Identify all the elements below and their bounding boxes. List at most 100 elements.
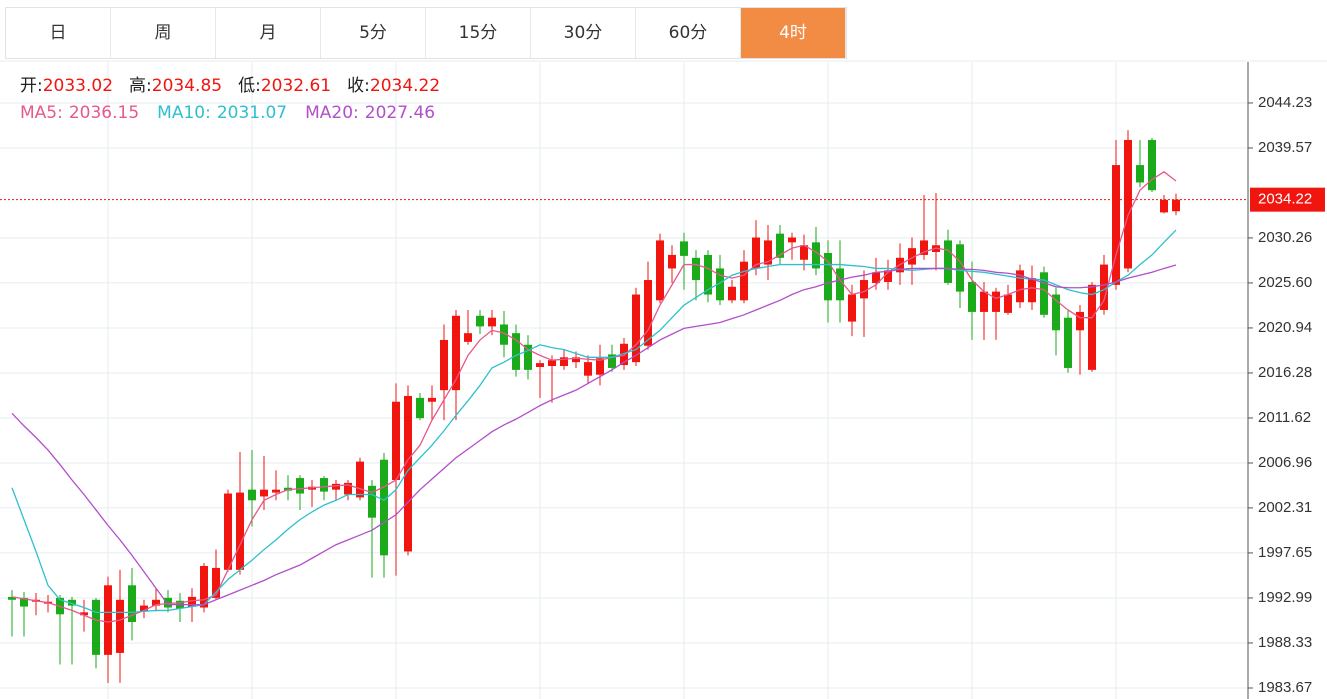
candle-body	[560, 357, 568, 367]
candle-body	[68, 599, 76, 606]
candle-body	[704, 254, 712, 295]
period-tab[interactable]: 5分	[321, 8, 426, 58]
candle-body	[548, 360, 556, 367]
period-tab[interactable]: 60分	[636, 8, 741, 58]
candle-body	[740, 261, 748, 301]
legend-value: 2027.46	[364, 103, 436, 123]
candle-body	[884, 270, 892, 282]
candle-body	[332, 483, 340, 490]
legend-value: 2031.07	[216, 103, 288, 123]
candle-body	[104, 585, 112, 655]
ma-line	[11, 171, 1177, 623]
candle-body	[1028, 278, 1036, 303]
candle-body	[152, 599, 160, 606]
candle-body	[692, 257, 700, 281]
period-tab[interactable]: 4时	[741, 8, 846, 58]
quote-header: 开:2033.02 高:2034.85 低:2032.61 收:2034.22 MA5…	[20, 73, 456, 127]
candle-body	[1172, 199, 1180, 212]
candle-body	[428, 397, 436, 402]
candle-body	[272, 489, 280, 493]
candle-body	[488, 317, 496, 327]
y-tick-label: 1992.99	[1258, 589, 1312, 606]
candle-body	[164, 597, 172, 608]
y-tick-label: 1988.33	[1258, 634, 1312, 651]
candle-body	[1148, 139, 1156, 191]
y-tick-label: 2016.28	[1258, 364, 1312, 381]
period-tab[interactable]: 月	[216, 8, 321, 58]
y-tick-label: 2020.94	[1258, 319, 1312, 336]
period-tab[interactable]: 30分	[531, 8, 636, 58]
candle-body	[872, 272, 880, 283]
candle-body	[440, 339, 448, 391]
candle-body	[20, 597, 28, 607]
close-value: 2034.22	[369, 76, 441, 96]
open-value: 2033.02	[42, 76, 114, 96]
candle-body	[1088, 284, 1096, 370]
candle-body	[1112, 165, 1120, 285]
candle-body	[1160, 199, 1168, 213]
period-tab[interactable]: 日	[6, 8, 111, 58]
candle-body	[248, 489, 256, 501]
legend-value: 2036.15	[68, 103, 140, 123]
y-tick-label: 2039.57	[1258, 139, 1312, 156]
candle-body	[296, 478, 304, 494]
candle-body	[224, 493, 232, 570]
candle-body	[944, 240, 952, 283]
candle-body	[1016, 270, 1024, 303]
ma-legend: MA5: 2036.15 MA10: 2031.07 MA20: 2027.46	[20, 100, 456, 127]
candle-body	[356, 461, 364, 498]
y-tick-label: 2030.26	[1258, 229, 1312, 246]
candle-body	[764, 240, 772, 265]
candle-body	[1124, 139, 1132, 269]
candle-body	[1004, 294, 1012, 313]
candle-body	[644, 280, 652, 346]
candle-body	[920, 240, 928, 255]
candle-body	[476, 315, 484, 327]
candle-body	[1040, 272, 1048, 315]
candle-body	[584, 362, 592, 376]
candle-body	[260, 489, 268, 497]
low-value: 2032.61	[260, 76, 332, 96]
candle-body	[320, 478, 328, 492]
candle-body	[632, 294, 640, 363]
candle-body	[980, 291, 988, 312]
y-tick-label: 1997.65	[1258, 544, 1312, 561]
candle-body	[92, 599, 100, 655]
candle-body	[812, 242, 820, 269]
candle-body	[368, 485, 376, 518]
high-value: 2034.85	[151, 76, 223, 96]
candle-body	[80, 612, 88, 616]
last-price-label: 2034.22	[1258, 191, 1312, 208]
period-tab[interactable]: 15分	[426, 8, 531, 58]
candle-body	[524, 344, 532, 370]
candle-body	[848, 294, 856, 322]
candle-body	[1100, 264, 1108, 310]
candle-body	[392, 401, 400, 481]
candle-body	[536, 363, 544, 367]
candle-body	[956, 244, 964, 292]
period-tabs: 日周月 5分 15分 30分 60分 4时	[5, 7, 847, 59]
candle-body	[800, 245, 808, 260]
y-tick-label: 2025.60	[1258, 274, 1312, 291]
period-tab[interactable]: 周	[111, 8, 216, 58]
high-label: 高:	[129, 76, 152, 96]
candle-body	[140, 605, 148, 612]
candle-body	[668, 254, 676, 269]
candle-body	[608, 354, 616, 368]
candle-body	[656, 240, 664, 301]
candle-body	[836, 268, 844, 301]
candle-body	[596, 358, 604, 375]
candle-body	[452, 315, 460, 391]
candle-body	[1076, 311, 1084, 331]
candle-body	[908, 248, 916, 265]
last-price-tag	[1250, 187, 1325, 212]
y-tick-label: 2011.62	[1258, 409, 1311, 426]
candle-body	[128, 585, 136, 623]
candle-body	[860, 280, 868, 299]
candle-body	[380, 459, 388, 556]
candle-body	[404, 395, 412, 552]
candle-body	[1052, 294, 1060, 331]
candle-body	[620, 343, 628, 366]
candle-body	[992, 291, 1000, 312]
